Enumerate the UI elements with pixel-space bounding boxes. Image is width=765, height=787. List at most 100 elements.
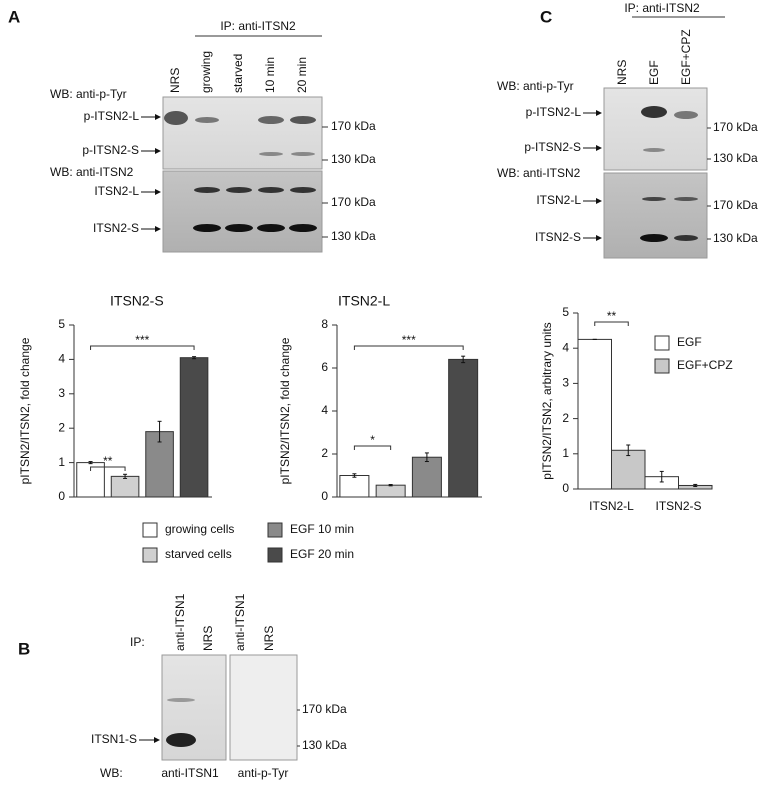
legend-swatch: [142, 547, 158, 563]
lane-label: anti-ITSN1: [173, 593, 187, 651]
marker-label: 130 kDa: [713, 151, 758, 165]
lane-label: NRS: [615, 60, 629, 85]
lane-label: NRS: [262, 626, 276, 651]
blot: [162, 96, 323, 170]
y-tick-label: 5: [58, 317, 65, 331]
significance-bracket: [90, 466, 126, 471]
legend-label: growing cells: [165, 522, 234, 536]
legend-label: EGF: [677, 335, 702, 349]
panel-label: B: [18, 639, 30, 658]
blot: [229, 654, 298, 761]
marker-label: 170 kDa: [713, 198, 758, 212]
y-tick-label: 3: [58, 386, 65, 400]
y-tick-label: 2: [58, 420, 65, 434]
blot: [603, 172, 708, 259]
band: [258, 116, 284, 124]
band-label: ITSN2-S: [535, 230, 581, 244]
legend-swatch: [142, 522, 158, 538]
y-tick-label: 0: [321, 489, 328, 503]
chart-title: ITSN2-S: [110, 293, 164, 309]
band: [674, 197, 698, 201]
lane-label: NRS: [168, 68, 182, 93]
lane-label: EGF: [647, 60, 661, 85]
significance-label: *: [370, 433, 375, 447]
wb-label: anti-p-Tyr: [238, 766, 289, 780]
lane-label: anti-ITSN1: [233, 593, 247, 651]
y-tick-label: 4: [562, 340, 569, 354]
band: [289, 224, 317, 232]
band: [166, 733, 196, 747]
band: [290, 187, 316, 193]
ip-label: IP: anti-ITSN2: [624, 1, 700, 15]
marker-label: 130 kDa: [302, 738, 347, 752]
legend-label: starved cells: [165, 547, 232, 561]
x-tick-label: ITSN2-S: [655, 499, 701, 513]
band: [164, 111, 188, 125]
band: [225, 224, 253, 232]
significance-label: **: [607, 309, 617, 323]
legend-label: EGF 20 min: [290, 547, 354, 561]
y-axis-label: pITSN2/ITSN2, arbitrary units: [540, 322, 554, 479]
significance-label: **: [103, 454, 113, 468]
band: [674, 111, 698, 119]
band-label: ITSN1-S: [91, 732, 137, 746]
panel-label: A: [8, 7, 20, 26]
band: [167, 698, 195, 702]
band-label: ITSN2-L: [536, 193, 581, 207]
ip-label: IP:: [130, 635, 145, 649]
lane-label: starved: [231, 54, 245, 93]
y-tick-label: 2: [562, 411, 569, 425]
bar: [448, 358, 479, 498]
chart-title: ITSN2-L: [338, 293, 390, 309]
lane-label: 10 min: [263, 57, 277, 93]
blot: [162, 170, 323, 253]
y-axis-label: pITSN2/ITSN2, fold change: [18, 337, 32, 484]
band-label: p-ITSN2-L: [84, 109, 140, 123]
band: [291, 152, 315, 156]
wb-label: WB: anti-ITSN2: [50, 165, 134, 179]
legend-label: EGF 10 min: [290, 522, 354, 536]
marker-label: 170 kDa: [302, 702, 347, 716]
marker-label: 170 kDa: [713, 120, 758, 134]
significance-bracket: [594, 321, 629, 326]
band: [642, 197, 666, 201]
y-tick-label: 0: [58, 489, 65, 503]
x-tick-label: ITSN2-L: [589, 499, 634, 513]
y-tick-label: 1: [58, 455, 65, 469]
marker-label: 130 kDa: [331, 229, 376, 243]
bar: [375, 484, 406, 498]
significance-bracket: [90, 345, 195, 350]
band: [193, 224, 221, 232]
y-tick-label: 3: [562, 376, 569, 390]
y-axis-label: pITSN2/ITSN2, fold change: [278, 337, 292, 484]
panel-label: C: [540, 7, 552, 26]
significance-bracket: [353, 445, 392, 450]
wb-label: WB: anti-ITSN2: [497, 166, 581, 180]
band: [641, 106, 667, 118]
lane-label: EGF+CPZ: [679, 29, 693, 85]
significance-bracket: [353, 345, 464, 350]
ip-label: IP: anti-ITSN2: [220, 19, 296, 33]
band: [643, 148, 665, 152]
band: [257, 224, 285, 232]
bar: [339, 475, 370, 498]
blot-a: IP: anti-ITSN2 NRS growing starved 10 mi…: [50, 19, 376, 253]
lane-label: NRS: [201, 626, 215, 651]
wb-label: WB: anti-p-Tyr: [497, 79, 574, 93]
blot: [603, 87, 708, 171]
band: [195, 117, 219, 123]
wb-label: anti-ITSN1: [161, 766, 219, 780]
marker-label: 130 kDa: [713, 231, 758, 245]
significance-label: ***: [135, 333, 149, 347]
bar: [110, 475, 140, 498]
y-tick-label: 4: [58, 352, 65, 366]
y-tick-label: 0: [562, 481, 569, 495]
bar: [577, 338, 612, 490]
wb-label: WB:: [100, 766, 123, 780]
band: [640, 234, 668, 242]
wb-label: WB: anti-p-Tyr: [50, 87, 127, 101]
band: [258, 187, 284, 193]
bar: [179, 357, 209, 498]
y-tick-label: 1: [562, 446, 569, 460]
